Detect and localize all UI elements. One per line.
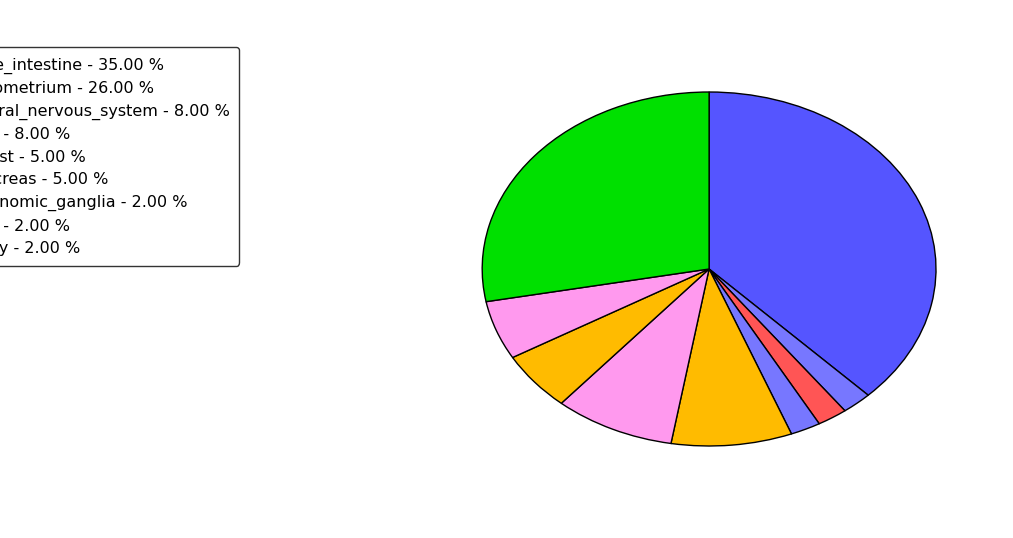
Wedge shape [482,92,709,302]
Wedge shape [513,269,709,404]
Legend: large_intestine - 35.00 %, endometrium - 26.00 %, central_nervous_system - 8.00 : large_intestine - 35.00 %, endometrium -… [0,47,239,266]
Wedge shape [671,269,791,446]
Wedge shape [486,269,709,357]
Wedge shape [709,269,868,411]
Wedge shape [709,92,936,395]
Wedge shape [561,269,709,443]
Wedge shape [709,269,845,424]
Wedge shape [709,269,820,434]
